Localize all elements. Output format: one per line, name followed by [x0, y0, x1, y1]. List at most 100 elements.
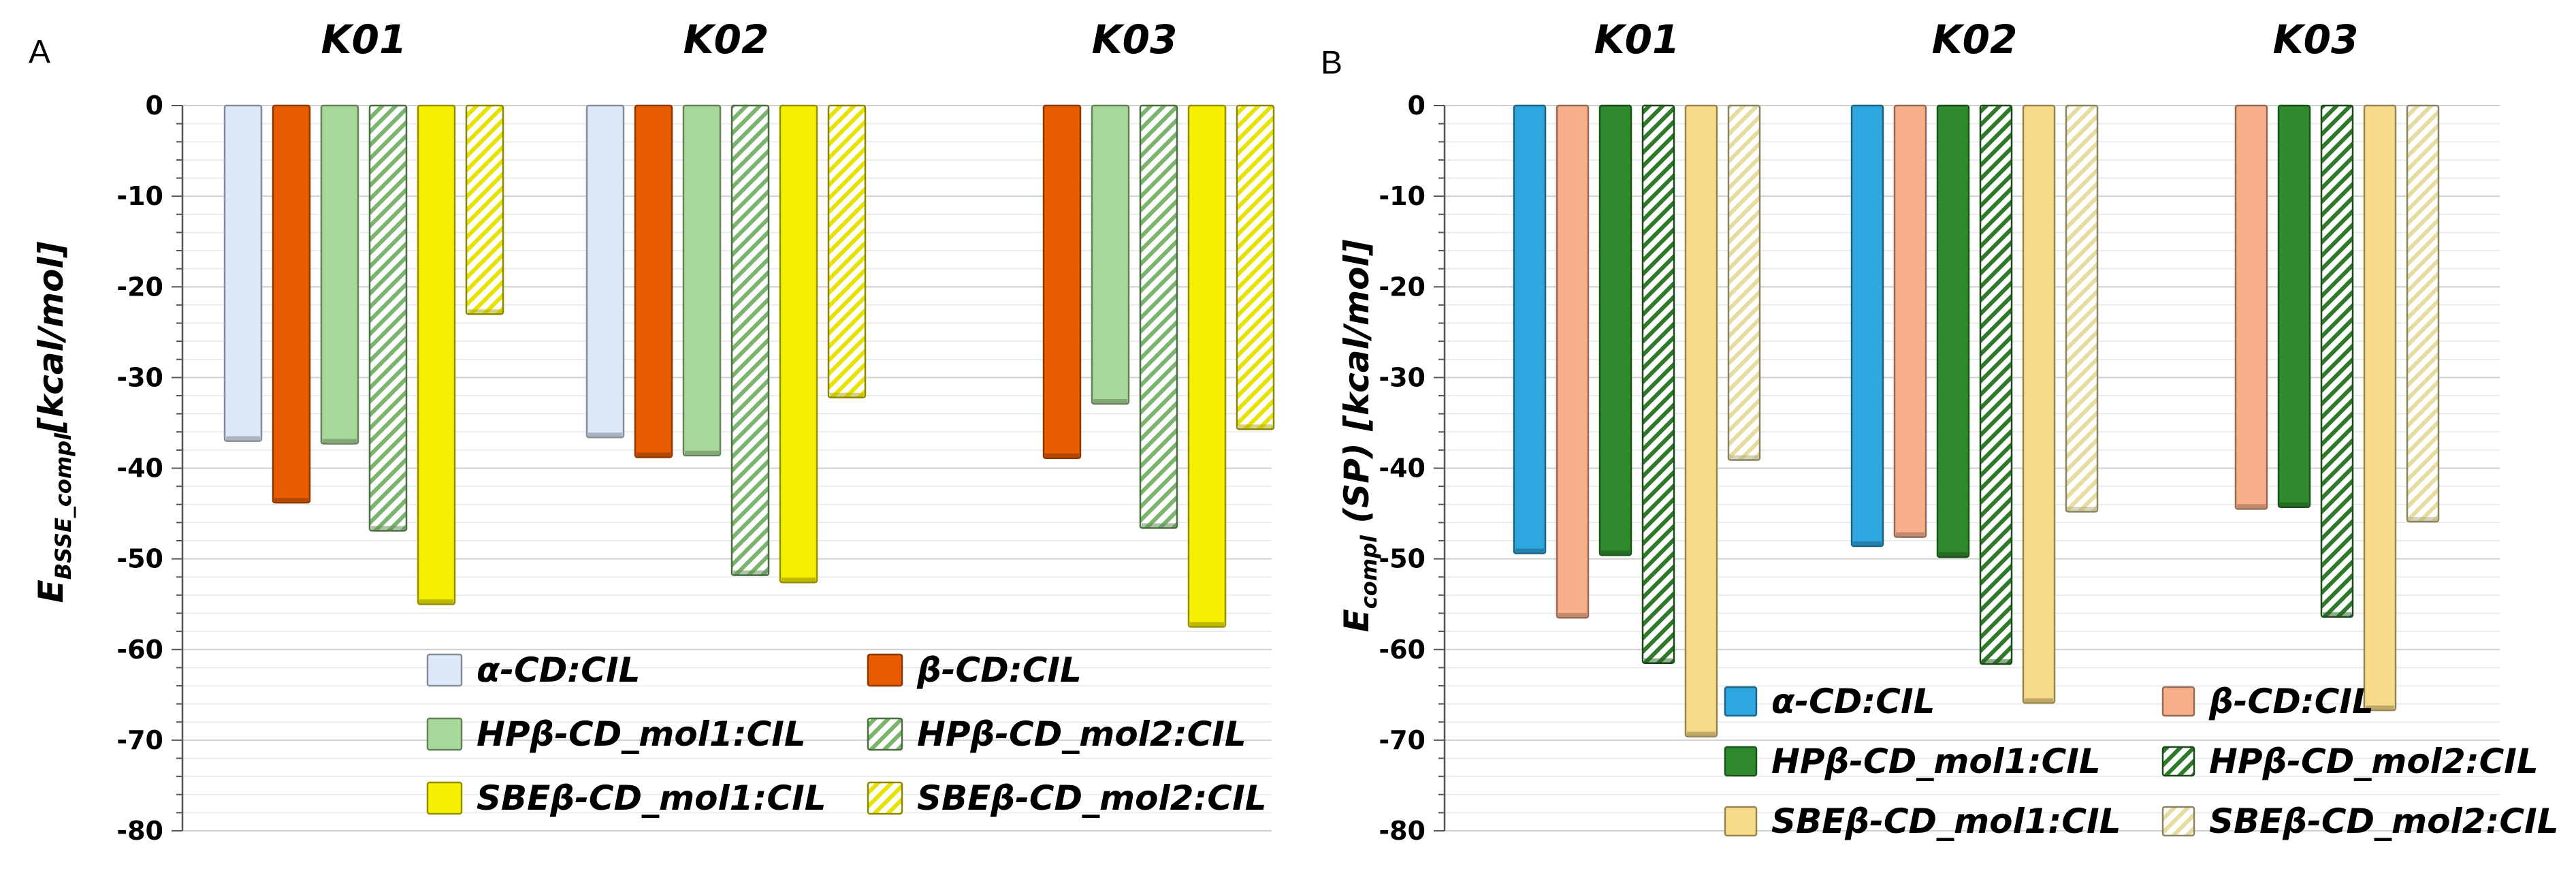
bar-cap: [2280, 502, 2308, 507]
legend-label: HPβ-CD_mol1:CIL: [477, 714, 806, 754]
bar-cap: [2323, 612, 2351, 616]
bar: [1684, 104, 1718, 738]
legend-label: β-CD:CIL: [916, 650, 1082, 690]
panel-letter-a: A: [29, 34, 50, 70]
bar: [1850, 104, 1884, 548]
bar-cap: [1093, 398, 1127, 403]
bar-cap: [226, 436, 260, 441]
bar: [1091, 104, 1130, 405]
group-label-k01: K01: [1594, 16, 1680, 63]
bar-cap: [637, 452, 671, 457]
y-tick-label: -30: [1379, 362, 1426, 392]
bar-cap: [685, 450, 719, 455]
bar: [634, 104, 673, 458]
legend-label: SBEβ-CD_mol2:CIL: [917, 778, 1267, 818]
bar: [2406, 104, 2440, 523]
bar-cap: [2237, 504, 2266, 509]
bar: [1727, 104, 1761, 461]
bar: [1641, 104, 1675, 664]
y-tick-label: -80: [1379, 816, 1426, 846]
bar-cap: [1601, 550, 1630, 555]
bar: [1556, 104, 1590, 619]
bar: [1893, 104, 1927, 538]
legend-swatch: [1724, 746, 1758, 777]
panel-a-grid: [182, 105, 1272, 832]
bar: [2234, 104, 2268, 510]
legend-swatch: [426, 653, 463, 687]
bar: [223, 104, 263, 442]
bar-cap: [588, 432, 622, 437]
legend-swatch: [2161, 746, 2195, 777]
group-label-k02: K02: [683, 16, 769, 63]
y-tick-label: -20: [116, 272, 163, 302]
bar-cap: [1142, 523, 1176, 528]
bar-cap: [323, 439, 357, 443]
bar-cap: [1190, 622, 1224, 627]
legend-label: HPβ-CD_mol1:CIL: [1771, 742, 2101, 781]
group-label-k02: K02: [1932, 16, 2018, 63]
legend-label: α-CD:CIL: [1771, 682, 1935, 721]
bar: [1979, 104, 2013, 665]
legend-swatch: [1724, 806, 1758, 837]
bar-cap: [1853, 541, 1882, 545]
legend-label: HPβ-CD_mol2:CIL: [2209, 742, 2539, 781]
y-tick-label: -70: [116, 725, 163, 755]
bar-cap: [1238, 424, 1272, 429]
bar: [368, 104, 408, 532]
bar: [465, 104, 504, 315]
y-tick-label: -10: [1379, 181, 1426, 211]
panel-b-y-axis: [1434, 105, 1446, 832]
bar: [1187, 104, 1227, 628]
panel-a-bars: [223, 104, 1275, 628]
panel-b-tick-labels: 0 -10 -20 -30 -40 -50 -60 -70 -80: [1379, 91, 1426, 846]
bar-cap: [1045, 453, 1079, 458]
bar-cap: [2067, 507, 2096, 511]
bar-cap: [274, 498, 308, 503]
bar-cap: [371, 526, 405, 530]
bar: [2065, 104, 2099, 513]
panel-b-group-labels: K01 K02 K03: [1594, 16, 2359, 63]
legend-swatch: [867, 653, 903, 687]
bar: [320, 104, 359, 445]
bar-cap: [733, 570, 767, 575]
group-label-k01: K01: [321, 16, 407, 63]
bar: [1236, 104, 1275, 430]
y-tick-label: -20: [1379, 272, 1426, 302]
legend-label: SBEβ-CD_mol1:CIL: [477, 778, 826, 818]
panel-b-y-axis-label: Ecompl (SP) [kcal/mol]: [1337, 239, 1382, 632]
panel-b: B 0 -10 -20 -30 -40 -50 -60 -70 -80 K01 K02 K03 Ec…: [1321, 16, 2559, 846]
bar: [1598, 104, 1632, 556]
group-label-k03: K03: [1092, 16, 1178, 63]
legend-label: β-CD:CIL: [2208, 682, 2374, 721]
y-tick-label: -70: [1379, 725, 1426, 755]
bar: [272, 104, 311, 504]
bar-cap: [1558, 613, 1587, 618]
bar: [730, 104, 770, 576]
bar-cap: [1896, 532, 1925, 537]
y-tick-label: -10: [116, 181, 163, 211]
legend-swatch: [1724, 686, 1758, 717]
legend-swatch: [426, 717, 463, 751]
legend-swatch: [2161, 686, 2195, 717]
legend-swatch: [2161, 806, 2195, 837]
bar-cap: [468, 309, 502, 314]
bar: [779, 104, 818, 584]
bar-cap: [830, 392, 864, 397]
panel-a-legend: α-CD:CIL β-CD:CIL HPβ-CD_mol1:CIL HPβ-CD_mo…: [426, 650, 1267, 818]
y-tick-label: 0: [1408, 91, 1426, 121]
panel-b-legend: α-CD:CIL β-CD:CIL HPβ-CD_mol1:CIL HPβ-CD_mo…: [1724, 682, 2559, 841]
bar-cap: [2409, 517, 2437, 522]
bar-cap: [1982, 659, 2010, 664]
bar-cap: [782, 577, 816, 582]
panel-a-group-labels: K01 K02 K03: [321, 16, 1178, 63]
bar: [585, 104, 625, 439]
panel-a-y-axis-label: EBSSE_compl[kcal/mol]: [31, 241, 76, 603]
bar: [682, 104, 722, 457]
group-label-k03: K03: [2273, 16, 2359, 63]
legend-swatch: [426, 781, 463, 815]
bar: [1139, 104, 1178, 529]
bar: [2022, 104, 2056, 704]
legend-label: SBEβ-CD_mol1:CIL: [1771, 802, 2121, 841]
legend-label: HPβ-CD_mol2:CIL: [917, 714, 1246, 754]
